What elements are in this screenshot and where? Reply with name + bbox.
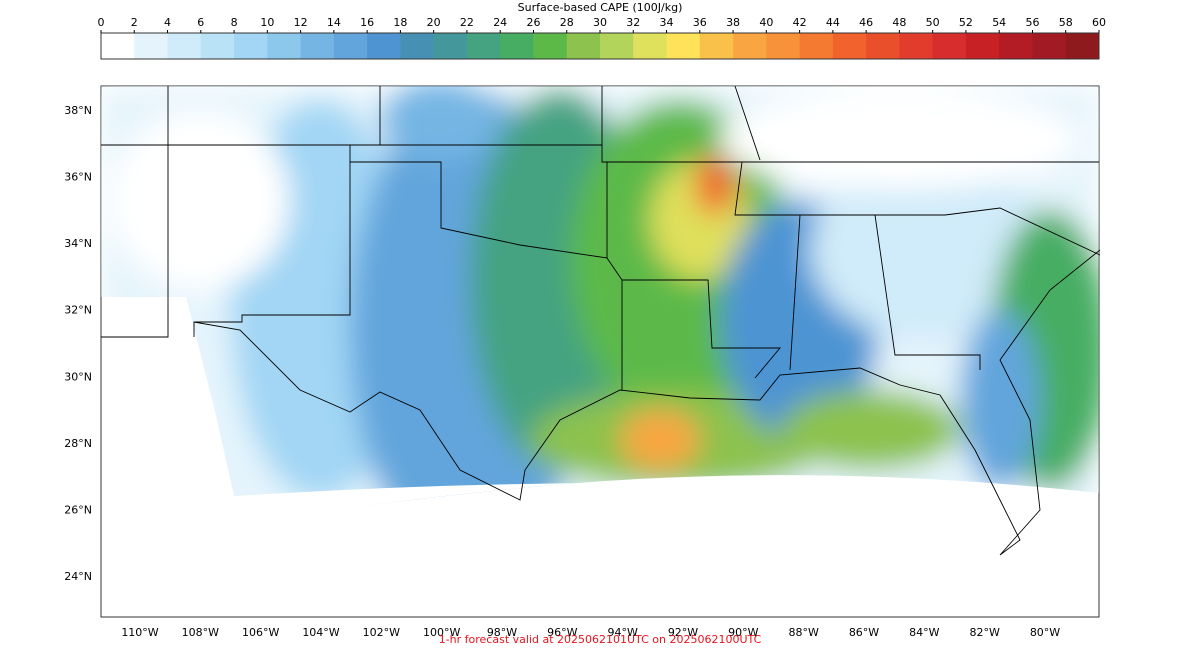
colorbar-bin — [666, 33, 701, 59]
colorbar-tick-label: 60 — [1092, 16, 1106, 29]
colorbar-bin — [799, 33, 834, 59]
colorbar-bin — [733, 33, 767, 59]
cape-field — [101, 86, 1099, 522]
boundaries — [101, 85, 1101, 556]
lat-labels: 38°N 36°N 34°N 32°N 30°N 28°N 26°N 24°N — [64, 104, 92, 583]
colorbar-tick-label: 32 — [626, 16, 640, 29]
footer: 1-hr forecast valid at 2025062101UTC on … — [439, 633, 762, 646]
colorbar-tick-label: 28 — [560, 16, 574, 29]
colorbar-tick-label: 36 — [693, 16, 707, 29]
colorbar-bin — [433, 33, 468, 59]
colorbar-tick-label: 16 — [360, 16, 374, 29]
colorbar-tick-label: 58 — [1059, 16, 1073, 29]
lon-label: 102°W — [363, 626, 400, 639]
colorbar-bin — [766, 33, 801, 59]
colorbar-tick-label: 56 — [1025, 16, 1039, 29]
colorbar-bin — [566, 33, 601, 59]
lon-label: 80°W — [1030, 626, 1060, 639]
colorbar-tick-label: 42 — [793, 16, 807, 29]
colorbar-bin — [234, 33, 268, 59]
lon-label: 90°W — [728, 626, 758, 639]
colorbar-bin — [267, 33, 302, 59]
colorbar-tick-label: 22 — [460, 16, 474, 29]
colorbar-bin — [533, 33, 568, 59]
colorbar-bin — [466, 33, 501, 59]
colorbar-tick-label: 12 — [294, 16, 308, 29]
lon-label: 96°W — [547, 626, 577, 639]
colorbar-bin — [633, 33, 668, 59]
colorbar-bin — [832, 33, 867, 59]
colorbar-tick-label: 46 — [859, 16, 873, 29]
lat-label: 34°N — [64, 237, 92, 250]
colorbar-bin — [367, 33, 401, 59]
lon-label: 88°W — [788, 626, 818, 639]
lon-label: 98°W — [487, 626, 517, 639]
colorbar-tick-label: 54 — [992, 16, 1006, 29]
colorbar-tick-label: 18 — [393, 16, 407, 29]
colorbar-bin — [899, 33, 934, 59]
colorbar-tick-label: 10 — [260, 16, 274, 29]
lat-label: 24°N — [64, 570, 92, 583]
colorbar: 0 2 4 6 8 10 12 14 16 18 20 22 24 26 28 30 32 34 36 38 40 42 4… — [98, 16, 1106, 60]
colorbar-tick-label: 40 — [759, 16, 773, 29]
colorbar-tick-label: 52 — [959, 16, 973, 29]
lat-label: 30°N — [64, 370, 92, 383]
colorbar-tick-label: 48 — [892, 16, 906, 29]
colorbar-bin — [866, 33, 900, 59]
colorbar-bin — [167, 33, 202, 59]
colorbar-tick-label: 34 — [660, 16, 674, 29]
colorbar-tick-label: 6 — [197, 16, 204, 29]
colorbar-bin — [1032, 33, 1067, 59]
colorbar-tick-label: 2 — [131, 16, 138, 29]
colorbar-bin — [1065, 33, 1100, 59]
colorbar-bin — [999, 33, 1033, 59]
colorbar-tick-label: 8 — [231, 16, 238, 29]
lon-label: 100°W — [423, 626, 460, 639]
colorbar-tick-label: 30 — [593, 16, 607, 29]
colorbar-bin — [965, 33, 1000, 59]
colorbar-tick-label: 44 — [826, 16, 840, 29]
lon-label: 110°W — [121, 626, 158, 639]
colorbar-tick-label: 14 — [327, 16, 341, 29]
colorbar-tick-label: 4 — [164, 16, 171, 29]
colorbar-bin — [932, 33, 967, 59]
colorbar-bin — [101, 33, 135, 59]
colorbar-bin — [699, 33, 734, 59]
colorbar-bin — [500, 33, 534, 59]
colorbar-bin — [134, 33, 169, 59]
colorbar-tick-label: 0 — [98, 16, 105, 29]
colorbar-bin — [600, 33, 634, 59]
lat-label: 28°N — [64, 437, 92, 450]
lon-label: 86°W — [849, 626, 879, 639]
colorbar-tick-label: 50 — [926, 16, 940, 29]
colorbar-bin — [300, 33, 335, 59]
colorbar-tick-label: 24 — [493, 16, 507, 29]
colorbar-tick-label: 20 — [427, 16, 441, 29]
lon-label: 106°W — [242, 626, 279, 639]
lat-label: 32°N — [64, 304, 92, 317]
colorbar-title: Surface-based CAPE (100J/kg) — [518, 1, 683, 14]
colorbar-tick-label: 38 — [726, 16, 740, 29]
lon-labels: 110°W 108°W 106°W 104°W 102°W 100°W 98°W 96°W 94… — [121, 626, 1060, 639]
lon-label: 92°W — [668, 626, 698, 639]
lon-label: 104°W — [302, 626, 339, 639]
lat-label: 26°N — [64, 503, 92, 516]
colorbar-bin — [400, 33, 435, 59]
lon-label: 84°W — [909, 626, 939, 639]
lon-label: 108°W — [182, 626, 219, 639]
lat-label: 36°N — [64, 171, 92, 184]
lat-label: 38°N — [64, 104, 92, 117]
colorbar-bin — [333, 33, 368, 59]
colorbar-tick-label: 26 — [526, 16, 540, 29]
lon-label: 82°W — [969, 626, 999, 639]
colorbar-bin — [200, 33, 235, 59]
lon-label: 94°W — [607, 626, 637, 639]
